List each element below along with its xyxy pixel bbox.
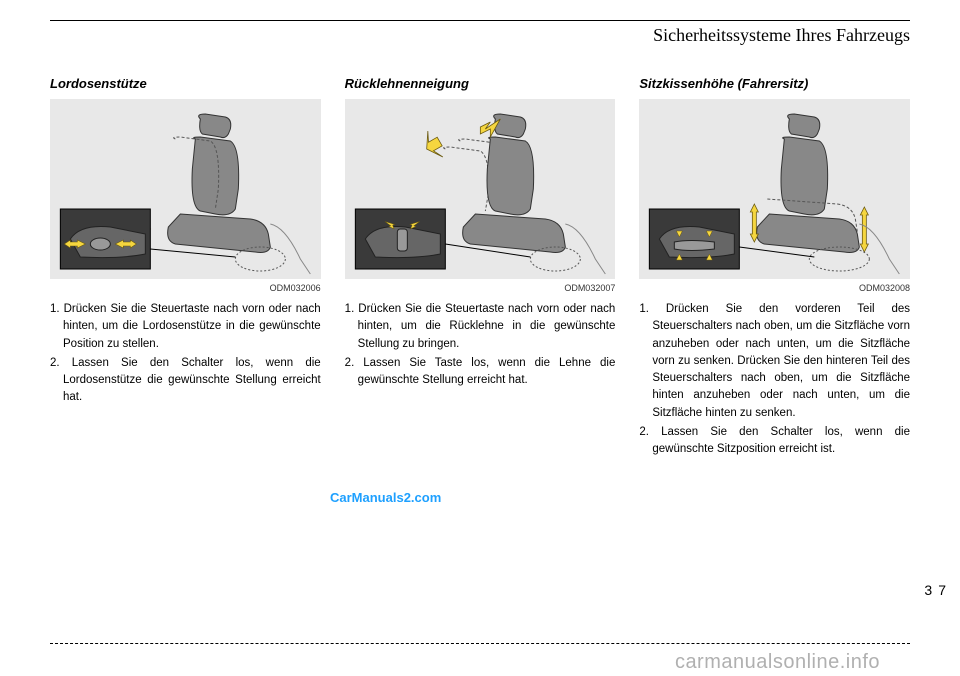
manual-page: Sicherheitssysteme Ihres Fahrzeugs Lordo… xyxy=(0,0,960,676)
para: 2. Lassen Sie den Schalter los, wenn die… xyxy=(50,355,321,407)
para: 1. Drücken Sie den vorderen Teil des Ste… xyxy=(639,301,910,422)
img-code-recline: ODM032007 xyxy=(345,283,616,293)
heading-recline: Rücklehnenneigung xyxy=(345,76,616,91)
text-recline: 1. Drücken Sie die Steuertaste nach vorn… xyxy=(345,301,616,389)
seat-height-svg xyxy=(639,99,910,279)
column-height: Sitzkissenhöhe (Fahrersitz) xyxy=(639,76,910,460)
seat-lumbar-svg xyxy=(50,99,321,279)
para: 1. Drücken Sie die Steuertaste nach vorn… xyxy=(345,301,616,353)
figure-lumbar xyxy=(50,99,321,279)
heading-lumbar: Lordosenstütze xyxy=(50,76,321,91)
para: 2. Lassen Sie Taste los, wenn die Lehne … xyxy=(345,355,616,390)
text-height: 1. Drücken Sie den vorderen Teil des Ste… xyxy=(639,301,910,458)
column-container: Lordosenstütze xyxy=(50,76,910,460)
watermark-carmanuals2: CarManuals2.com xyxy=(330,490,441,505)
page-in-section: 7 xyxy=(936,582,948,598)
para: 2. Lassen Sie den Schalter los, wenn die… xyxy=(639,424,910,459)
para: 1. Drücken Sie die Steuertaste nach vorn… xyxy=(50,301,321,353)
section-number: 3 xyxy=(922,582,934,598)
watermark-carmanualsonline: carmanualsonline.info xyxy=(675,651,880,674)
figure-height xyxy=(639,99,910,279)
seat-recline-svg xyxy=(345,99,616,279)
footer-rule xyxy=(50,643,910,644)
text-lumbar: 1. Drücken Sie die Steuertaste nach vorn… xyxy=(50,301,321,407)
page-number: 3 7 xyxy=(922,582,948,598)
img-code-height: ODM032008 xyxy=(639,283,910,293)
img-code-lumbar: ODM032006 xyxy=(50,283,321,293)
column-recline: Rücklehnenneigung xyxy=(345,76,616,460)
column-lumbar: Lordosenstütze xyxy=(50,76,321,460)
page-title: Sicherheitssysteme Ihres Fahrzeugs xyxy=(50,25,910,46)
figure-recline xyxy=(345,99,616,279)
heading-height: Sitzkissenhöhe (Fahrersitz) xyxy=(639,76,910,91)
footer xyxy=(50,643,910,646)
header-rule xyxy=(50,20,910,21)
